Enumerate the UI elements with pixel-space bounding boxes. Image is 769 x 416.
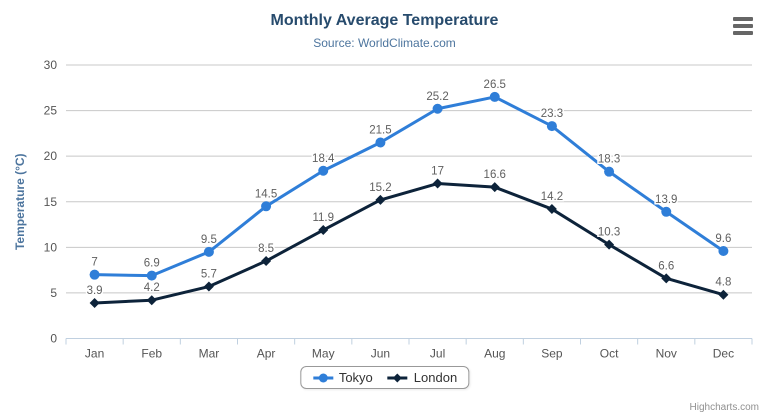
series-line-london [93, 182, 725, 305]
data-label: 21.5 [369, 124, 391, 136]
data-label: 18.4 [312, 153, 335, 165]
data-point-marker-london[interactable] [89, 297, 100, 308]
x-axis-label: Jun [371, 347, 390, 361]
legend-label-tokyo: Tokyo [338, 370, 373, 385]
data-point-marker-tokyo[interactable] [89, 269, 100, 280]
data-point-marker-tokyo[interactable] [261, 201, 272, 212]
data-point-marker-london[interactable] [432, 178, 443, 189]
y-axis-label: 20 [44, 149, 58, 163]
y-axis-label: 10 [44, 240, 58, 254]
data-label: 13.9 [655, 194, 677, 206]
chart-title: Monthly Average Temperature [270, 12, 499, 29]
chart-subtitle: Source: WorldClimate.com [313, 36, 456, 50]
data-point-marker-tokyo[interactable] [718, 245, 729, 256]
data-label: 17 [431, 166, 444, 178]
x-axis-label: Aug [484, 347, 505, 361]
data-point-marker-tokyo[interactable] [318, 165, 329, 176]
y-axis-title: Temperature (°C) [13, 153, 27, 250]
data-label: 16.6 [484, 169, 506, 181]
data-point-marker-london[interactable] [318, 225, 329, 236]
data-point-marker-london[interactable] [546, 204, 557, 215]
data-label: 14.2 [541, 191, 563, 203]
data-label: 4.8 [715, 277, 731, 289]
legend-label-london: London [413, 370, 458, 385]
data-point-marker-london[interactable] [661, 273, 672, 284]
data-point-marker-london[interactable] [146, 295, 157, 306]
data-point-marker-tokyo[interactable] [146, 270, 157, 281]
data-label: 25.2 [426, 91, 448, 103]
x-axis-label: Jul [430, 347, 445, 361]
data-label: 14.5 [255, 188, 277, 200]
x-axis-label: Apr [257, 347, 276, 361]
data-label: 18.3 [598, 154, 620, 166]
x-axis-label: May [312, 347, 335, 361]
export-menu-button[interactable] [730, 15, 756, 37]
data-label: 15.2 [369, 182, 391, 194]
hamburger-icon [733, 24, 753, 28]
data-label: 6.9 [144, 258, 160, 270]
data-point-marker-london[interactable] [489, 182, 500, 193]
series-line-tokyo [93, 95, 725, 278]
y-axis-label: 15 [44, 195, 58, 209]
x-axis-label: Nov [656, 347, 677, 361]
data-point-marker-tokyo[interactable] [661, 206, 672, 217]
hamburger-icon [733, 17, 753, 21]
data-point-marker-tokyo[interactable] [432, 103, 443, 114]
y-axis-label: 0 [50, 332, 57, 346]
data-point-marker-tokyo[interactable] [604, 166, 615, 177]
data-point-marker-london[interactable] [604, 239, 615, 250]
data-label: 7 [91, 257, 97, 269]
data-label: 26.5 [484, 79, 506, 91]
hamburger-icon [733, 31, 753, 35]
data-label: 11.9 [312, 212, 334, 224]
data-point-marker-london[interactable] [203, 281, 214, 292]
x-axis-label: Mar [199, 347, 220, 361]
y-axis-label: 30 [44, 58, 58, 72]
data-label: 5.7 [201, 269, 217, 281]
y-axis-label: 25 [44, 104, 58, 118]
tokyo-series-marker-icon [312, 373, 333, 382]
data-point-marker-tokyo[interactable] [489, 91, 500, 102]
legend-item-london[interactable]: London [387, 370, 457, 385]
data-point-marker-tokyo[interactable] [546, 121, 557, 132]
london-series-marker-icon [387, 373, 408, 382]
data-label: 9.6 [715, 233, 731, 245]
data-point-marker-london[interactable] [718, 289, 729, 300]
data-point-marker-tokyo[interactable] [375, 137, 386, 148]
data-label: 9.5 [201, 234, 217, 246]
legend: Tokyo London [299, 366, 470, 389]
data-label: 8.5 [258, 243, 274, 255]
credits-link[interactable]: Highcharts.com [689, 402, 759, 413]
data-label: 3.9 [87, 285, 103, 297]
legend-item-tokyo[interactable]: Tokyo [312, 370, 373, 385]
data-label: 10.3 [598, 227, 620, 239]
data-label: 23.3 [541, 108, 563, 120]
data-point-marker-london[interactable] [261, 256, 272, 267]
x-axis-label: Sep [541, 347, 563, 361]
data-point-marker-tokyo[interactable] [203, 246, 214, 257]
data-label: 6.6 [658, 260, 674, 272]
data-label: 4.2 [144, 282, 160, 294]
data-point-marker-london[interactable] [375, 194, 386, 205]
x-axis-label: Dec [713, 347, 734, 361]
x-axis-label: Oct [600, 347, 619, 361]
x-axis-label: Feb [141, 347, 162, 361]
y-axis-label: 5 [50, 286, 57, 300]
x-axis-label: Jan [85, 347, 104, 361]
